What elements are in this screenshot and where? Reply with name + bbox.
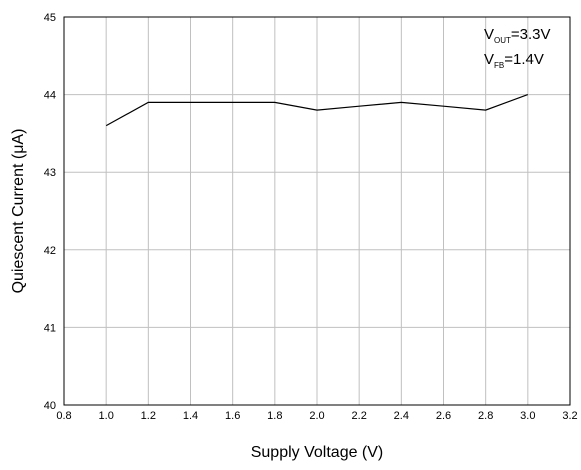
y-tick-label: 45: [44, 12, 56, 24]
series-layer: [105, 94, 529, 127]
annotation-vfb-subscript: FB: [494, 61, 504, 70]
x-tick-label: 2.2: [352, 410, 367, 422]
annotation-vfb-symbol: V: [484, 51, 494, 68]
x-tick-labels: 0.8 1.0 1.2 1.4 1.6 1.8 2.0 2.2 2.4 2.6 2.8 3.0 3.2: [56, 410, 577, 422]
y-tick-label: 40: [44, 400, 56, 412]
plot-frame: [63, 16, 571, 406]
annotation-vout-value: =3.3V: [511, 26, 551, 43]
x-tick-label: 1.4: [183, 410, 198, 422]
x-tick-label: 3.0: [520, 410, 535, 422]
annotation-vfb: VFB=1.4V: [484, 51, 544, 70]
x-tick-label: 2.0: [309, 410, 324, 422]
x-tick-label: 2.6: [436, 410, 451, 422]
y-tick-label: 43: [44, 167, 56, 179]
annotation-vout-symbol: V: [484, 26, 494, 43]
y-axis-label: Quiescent Current (μA): [10, 129, 27, 294]
x-tick-label: 2.4: [394, 410, 409, 422]
x-tick-label: 0.8: [56, 410, 71, 422]
svg-text:VFB=1.4V: VFB=1.4V: [484, 51, 544, 70]
x-tick-label: 1.2: [141, 410, 156, 422]
y-tick-label: 41: [44, 322, 56, 334]
x-tick-label: 1.6: [225, 410, 240, 422]
annotation-vout-subscript: OUT: [494, 36, 511, 45]
grid-lines: [64, 17, 570, 405]
svg-text:VOUT=3.3V: VOUT=3.3V: [484, 26, 551, 45]
annotation-vfb-value: =1.4V: [504, 51, 544, 68]
y-tick-labels: 40 41 42 43 44 45: [44, 12, 56, 412]
x-axis-label: Supply Voltage (V): [251, 444, 384, 461]
y-tick-label: 42: [44, 245, 56, 257]
x-tick-label: 2.8: [478, 410, 493, 422]
x-tick-label: 3.2: [562, 410, 577, 422]
y-tick-label: 44: [44, 90, 56, 102]
series-line-0: [105, 94, 529, 127]
x-tick-label: 1.8: [267, 410, 282, 422]
annotation-vout: VOUT=3.3V: [484, 26, 551, 45]
x-tick-label: 1.0: [99, 410, 114, 422]
